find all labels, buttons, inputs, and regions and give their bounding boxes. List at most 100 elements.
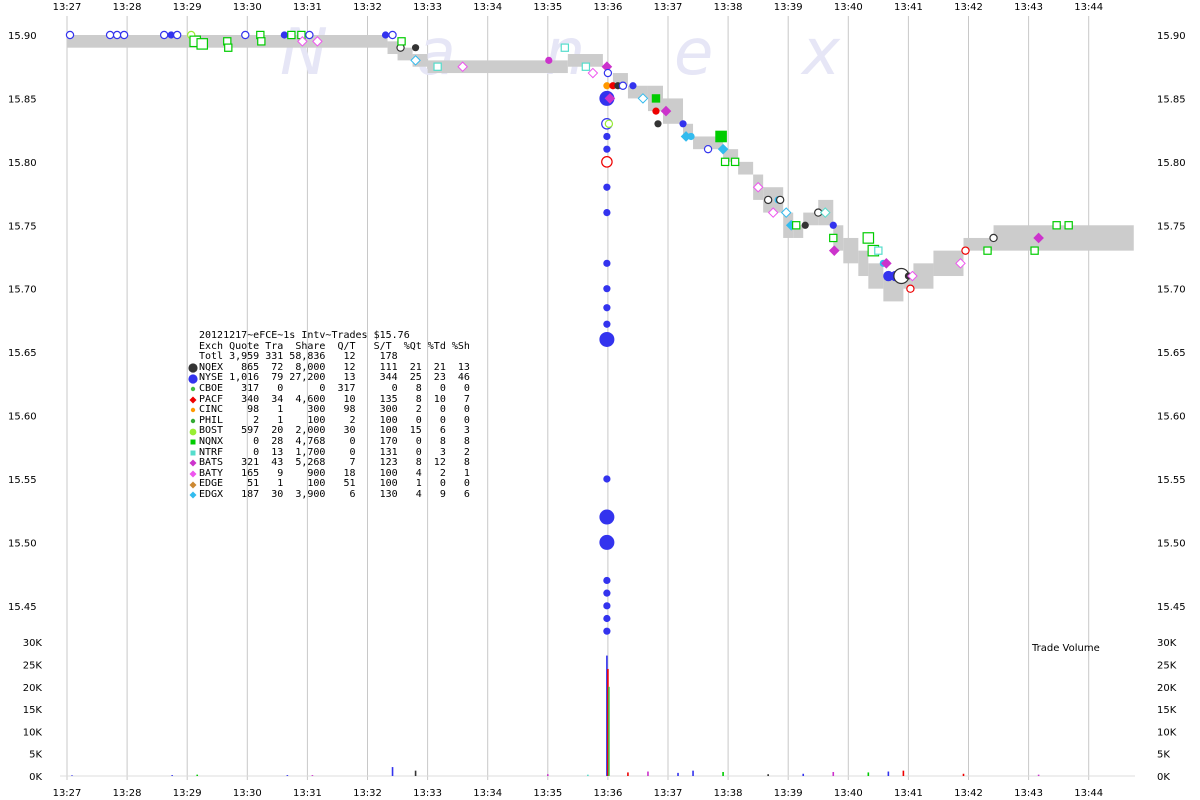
legend-row: NTRF 0 13 1,700 0 131 0 3 2 xyxy=(188,447,470,459)
volume-bar xyxy=(196,774,199,776)
legend-row: EDGX 187 30 3,900 6 130 4 9 6 xyxy=(188,489,470,501)
legend-marker xyxy=(188,427,199,437)
trade-marker-ntrf xyxy=(433,62,442,71)
trade-marker-nqnx xyxy=(1064,221,1073,230)
legend-row: CINC 98 1 300 98 300 2 0 0 xyxy=(188,405,470,416)
trade-marker-ntrf xyxy=(581,62,591,71)
legend-title: 20121217~eFCE~1s Intv~Trades $15.76 xyxy=(199,330,410,341)
nbbo-segment xyxy=(763,187,784,213)
watermark: Nanex xyxy=(280,16,841,90)
legend-row: Totl 3,959 331 58,836 12 178 xyxy=(188,352,470,363)
trade-marker-nqex xyxy=(763,195,773,205)
trade-marker-baty xyxy=(907,270,918,282)
time-tick-label-bottom: 13:32 xyxy=(353,788,382,799)
nbbo-segment xyxy=(868,263,884,289)
legend-header: Exch Quote Tra Share Q/T S/T %Qt %Td %Sh xyxy=(199,340,470,352)
trade-marker-nyse xyxy=(599,534,615,550)
legend-row: EDGE 51 1 100 51 100 1 0 0 xyxy=(188,479,470,490)
trade-marker-baty xyxy=(587,67,599,79)
time-tick-label-bottom: 13:42 xyxy=(954,788,983,799)
time-tick-label-top: 13:29 xyxy=(173,2,202,13)
time-tick-label-bottom: 13:40 xyxy=(834,788,863,799)
legend-marker xyxy=(188,384,199,394)
trade-marker-nyse xyxy=(112,30,122,40)
legend-rows: Totl 3,959 331 58,836 12 178 NQEX 865 72 … xyxy=(188,352,470,500)
axis-ticks: 13:27 13:27 13:28 13:28 13:29 13:29 13:30 13:30… xyxy=(8,2,1186,799)
trade-marker-nqnx xyxy=(862,232,875,244)
trade-marker-nqnx xyxy=(829,233,838,243)
trade-marker-nqnx xyxy=(257,37,266,46)
legend-marker xyxy=(188,458,199,468)
time-tick-label-top: 13:36 xyxy=(593,2,622,13)
trade-marker-baty xyxy=(312,36,323,47)
legend-row: BATS 321 43 5,268 7 123 8 12 8 xyxy=(188,458,470,469)
time-tick-label-top: 13:31 xyxy=(293,2,322,13)
legend-row: NQEX 865 72 8,000 12 111 21 21 13 xyxy=(188,362,470,374)
volume-bar xyxy=(606,655,608,776)
trade-marker-nqnx xyxy=(720,157,730,167)
volume-bar xyxy=(832,771,835,776)
volume-bar xyxy=(647,771,649,776)
trade-marker-nqnx xyxy=(397,37,406,46)
legend-marker xyxy=(188,374,199,384)
time-tick-label-bottom: 13:29 xyxy=(173,788,202,799)
legend-row: BOST 597 20 2,000 30 100 15 6 3 xyxy=(188,426,470,437)
time-tick-label-bottom: 13:44 xyxy=(1074,788,1103,799)
price-tick-label-right: 15.90 xyxy=(1157,31,1186,42)
legend: 20121217~eFCE~1s Intv~Trades $15.76 Exch… xyxy=(188,330,470,501)
trade-marker-nyse xyxy=(305,30,314,40)
trade-marker-baty xyxy=(297,36,308,47)
volume-bar xyxy=(902,770,905,776)
trade-marker-baty xyxy=(457,61,468,73)
nbbo-segment xyxy=(793,225,804,238)
time-tick-label-top: 13:34 xyxy=(473,2,502,13)
legend-marker xyxy=(188,469,199,479)
trade-marker-baty xyxy=(767,207,779,218)
time-tick-label-top: 13:43 xyxy=(1014,2,1043,13)
volume-bar xyxy=(414,770,417,776)
price-tick-label-left: 15.90 xyxy=(8,31,37,42)
legend-row: NQNX 0 28 4,768 0 170 0 8 8 xyxy=(188,436,470,448)
trade-marker-nyse xyxy=(603,602,611,610)
legend-row: PACF 340 34 4,600 10 135 8 10 7 xyxy=(188,394,470,406)
trade-marker-baty xyxy=(955,258,966,269)
trade-marker-pacf xyxy=(601,156,613,168)
price-tick-label-right: 15.85 xyxy=(1157,94,1186,105)
trade-marker-nyse xyxy=(603,285,611,293)
time-tick-label-bottom: 13:39 xyxy=(774,788,803,799)
time-tick-label-top: 13:41 xyxy=(894,2,923,13)
trade-marker-nyse xyxy=(603,614,611,623)
volume-bar xyxy=(391,767,394,776)
legend-row: CBOE 317 0 0 317 0 8 0 0 xyxy=(188,383,470,395)
volume-tick-label-left: 5K xyxy=(29,750,42,761)
volume-bar xyxy=(722,771,724,776)
trade-marker-nqex xyxy=(989,233,998,243)
volume-bar xyxy=(608,686,610,776)
volume-tick-label-left: 30K xyxy=(23,638,43,649)
price-tick-label-left: 15.45 xyxy=(8,602,37,613)
trade-marker-bats xyxy=(660,105,672,117)
price-tick-label-right: 15.80 xyxy=(1157,158,1186,169)
trade-marker-nyse xyxy=(603,320,611,328)
volume-bar xyxy=(311,775,314,776)
volume-bar xyxy=(962,773,965,776)
price-tick-label-right: 15.60 xyxy=(1157,412,1186,423)
trade-marker-bost xyxy=(604,119,614,128)
trade-marker-nqnx xyxy=(1052,221,1061,230)
volume-tick-label-left: 25K xyxy=(23,661,43,672)
volume-bar xyxy=(286,775,289,776)
price-tick-label-left: 15.75 xyxy=(8,221,37,232)
trade-marker-edgx xyxy=(717,143,729,155)
trade-marker-pacf xyxy=(652,107,660,115)
legend-row: PHIL 2 1 100 2 100 0 0 0 xyxy=(188,415,470,427)
volume-bars xyxy=(71,655,1040,776)
volume-bar xyxy=(71,775,73,776)
trade-marker-edgx xyxy=(637,93,649,104)
trade-marker-nqnx xyxy=(196,38,209,50)
trade-marker-nyse xyxy=(381,31,390,39)
trade-marker-nqnx xyxy=(224,43,233,52)
volume-label: Trade Volume xyxy=(1031,643,1100,654)
trade-marker-nqnx xyxy=(983,246,992,255)
legend-marker xyxy=(188,352,199,362)
time-tick-label-top: 13:42 xyxy=(954,2,983,13)
